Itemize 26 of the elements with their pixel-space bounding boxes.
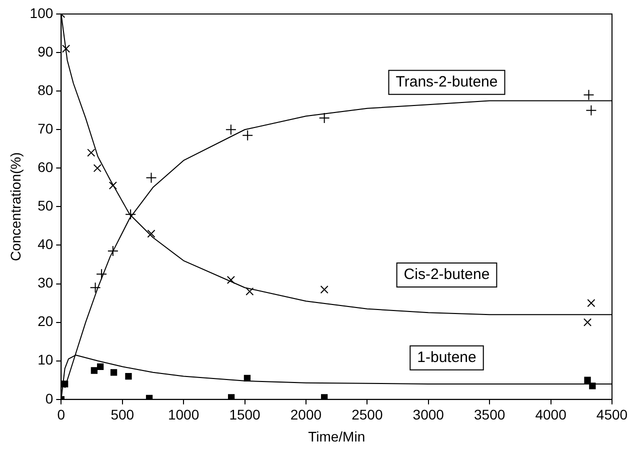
x-tick-label: 4500 [596,406,628,423]
y-tick-label: 20 [38,313,54,330]
x-tick-label: 0 [57,406,66,423]
annotation: Trans-2-butene [396,73,498,90]
x-tick-label: 4000 [535,406,567,423]
x-tick-label: 1500 [229,406,261,423]
y-tick-label: 50 [38,198,54,214]
x-axis-title: Time/Min [308,428,366,444]
y-tick-label: 100 [30,4,54,21]
x-tick-label: 2000 [290,406,322,423]
y-tick-label: 0 [45,390,54,406]
x-tick-label: 3500 [474,406,506,423]
y-tick-label: 40 [38,236,54,252]
x-tick-label: 1000 [168,406,200,423]
annotation: 1-butene [417,349,476,366]
x-tick-label: 2500 [352,406,383,423]
y-tick-label: 60 [38,159,54,176]
y-tick-label: 80 [38,82,54,98]
y-tick-label: 90 [38,43,54,60]
annotation: Cis-2-butene [404,266,490,284]
y-tick-label: 30 [38,274,54,291]
y-tick-label: 10 [38,352,54,368]
y-axis-title: Concentration(%) [7,152,24,262]
y-tick-label: 70 [38,120,54,136]
x-tick-label: 3000 [412,406,444,423]
x-tick-label: 500 [110,406,134,423]
